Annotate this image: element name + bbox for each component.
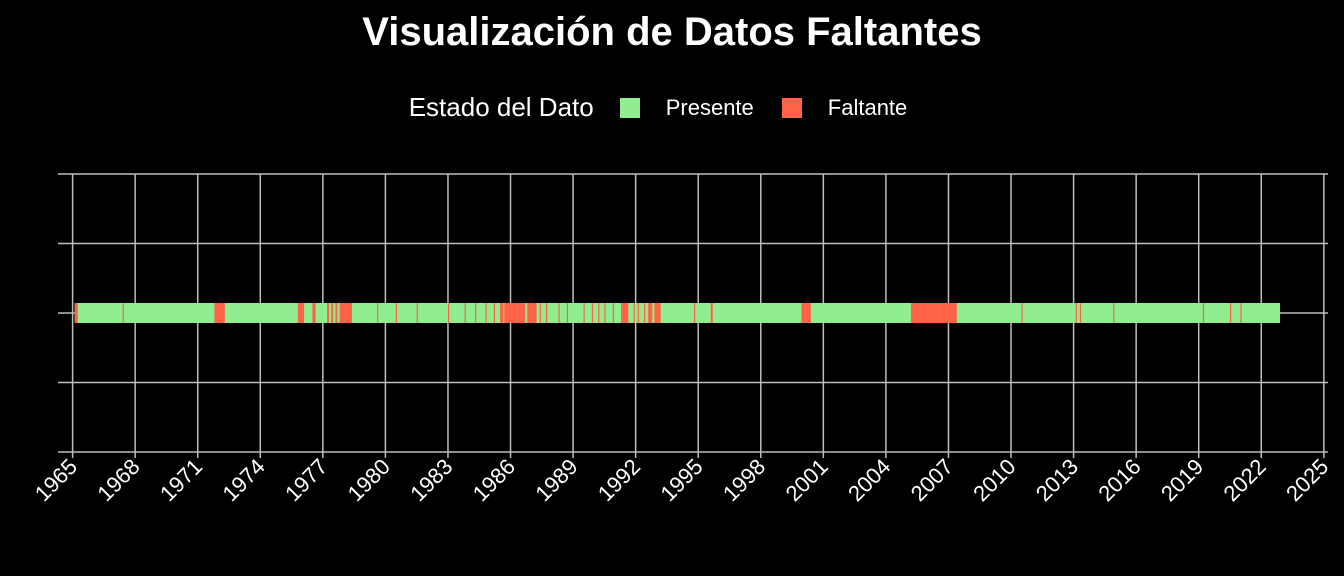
- missing-span: [335, 303, 338, 323]
- missing-span: [598, 303, 600, 323]
- missing-span: [331, 303, 334, 323]
- missing-span: [694, 303, 696, 323]
- missing-span: [339, 303, 353, 323]
- missing-span: [1202, 303, 1205, 323]
- missing-span: [500, 303, 504, 323]
- x-tick-label: 1977: [280, 454, 332, 506]
- missing-span: [1240, 303, 1242, 323]
- missing-span: [621, 303, 629, 323]
- missing-span: [648, 303, 653, 323]
- x-tick-label: 2001: [781, 454, 833, 506]
- missing-span: [633, 303, 635, 323]
- missing-span: [643, 303, 646, 323]
- missing-span: [637, 303, 639, 323]
- missing-span: [710, 303, 713, 323]
- missing-span: [447, 303, 450, 323]
- x-tick-label: 2007: [906, 454, 958, 506]
- x-tick-label: 1980: [343, 454, 395, 506]
- missing-span: [1021, 303, 1023, 323]
- missing-span: [312, 303, 316, 323]
- x-tick-label: 1974: [218, 454, 270, 506]
- present-bar: [74, 303, 1281, 323]
- x-tick-label: 1995: [655, 454, 707, 506]
- x-tick-label: 2004: [843, 454, 895, 506]
- legend-swatch-faltante: [781, 97, 802, 118]
- missing-span: [1075, 303, 1077, 323]
- x-tick-label: 1971: [155, 454, 207, 506]
- legend-label-presente: Presente: [665, 94, 754, 120]
- missing-span: [485, 303, 487, 323]
- x-tick-label: 1986: [468, 454, 520, 506]
- missing-span: [583, 303, 585, 323]
- missing-span: [558, 303, 560, 323]
- missing-span: [74, 303, 78, 323]
- x-tick-label: 2025: [1281, 454, 1333, 506]
- legend-swatch-presente: [619, 97, 640, 118]
- x-tick-label: 1992: [593, 454, 645, 506]
- x-tick-label: 2010: [968, 454, 1020, 506]
- legend-item-faltante: Faltante: [781, 94, 908, 121]
- legend-title: Estado del Dato: [408, 92, 594, 122]
- x-tick-label: 2013: [1031, 454, 1083, 506]
- missing-span: [214, 303, 225, 323]
- missing-span: [416, 303, 418, 323]
- missing-span: [122, 303, 124, 323]
- x-tick-label: 1998: [718, 454, 770, 506]
- missing-span: [604, 303, 606, 323]
- legend: Estado del Dato Presente Faltante: [0, 92, 1344, 123]
- missing-span: [801, 303, 811, 323]
- missing-span: [654, 303, 661, 323]
- x-tick-label: 2019: [1156, 454, 1208, 506]
- x-tick-label: 1965: [30, 454, 82, 506]
- missing-span: [591, 303, 594, 323]
- missing-span: [504, 303, 526, 323]
- missing-span: [464, 303, 466, 323]
- missing-span: [395, 303, 398, 323]
- legend-label-faltante: Faltante: [827, 94, 908, 120]
- missing-span: [1079, 303, 1082, 323]
- missing-span: [612, 303, 614, 323]
- x-tick-label: 2022: [1219, 454, 1271, 506]
- missing-span: [545, 303, 548, 323]
- x-tick-label: 1968: [92, 454, 144, 506]
- missing-span: [1113, 303, 1115, 323]
- missing-span: [566, 303, 569, 323]
- legend-item-presente: Presente: [619, 94, 754, 121]
- x-tick-label: 2016: [1093, 454, 1145, 506]
- missing-span: [539, 303, 541, 323]
- chart-title: Visualización de Datos Faltantes: [362, 10, 982, 54]
- missing-span: [493, 303, 496, 323]
- missing-span: [527, 303, 537, 323]
- missing-span: [910, 303, 957, 323]
- x-tick-label: 1983: [405, 454, 457, 506]
- missing-span: [1229, 303, 1232, 323]
- missing-span: [297, 303, 305, 323]
- missing-span: [377, 303, 379, 323]
- missing-span: [475, 303, 477, 323]
- missing-span: [327, 303, 330, 323]
- x-tick-label: 1989: [530, 454, 582, 506]
